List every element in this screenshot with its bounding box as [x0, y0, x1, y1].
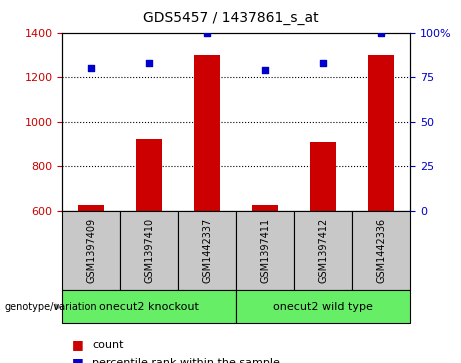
Text: GSM1397411: GSM1397411 [260, 218, 270, 283]
Text: genotype/variation: genotype/variation [5, 302, 97, 312]
Text: GSM1397412: GSM1397412 [318, 218, 328, 283]
Bar [236, 211, 294, 290]
Point [146, 60, 153, 66]
Text: percentile rank within the sample: percentile rank within the sample [92, 358, 280, 363]
Text: GDS5457 / 1437861_s_at: GDS5457 / 1437861_s_at [143, 11, 318, 25]
Bar [294, 211, 352, 290]
Bar [78, 205, 104, 211]
Bar [62, 290, 236, 323]
Text: GSM1397410: GSM1397410 [144, 218, 154, 283]
Text: ■: ■ [71, 356, 83, 363]
Bar [178, 211, 236, 290]
Point [319, 60, 327, 66]
Bar [62, 211, 120, 290]
Text: GSM1442337: GSM1442337 [202, 218, 212, 283]
Bar [136, 139, 162, 211]
Bar [368, 55, 394, 211]
Text: onecut2 knockout: onecut2 knockout [99, 302, 199, 312]
Text: GSM1442336: GSM1442336 [376, 218, 386, 283]
Bar [352, 211, 410, 290]
Bar [252, 204, 278, 211]
Text: ■: ■ [71, 338, 83, 351]
Text: GSM1397409: GSM1397409 [86, 218, 96, 283]
Point [378, 30, 385, 36]
Point [204, 30, 211, 36]
Bar [194, 55, 220, 211]
Text: onecut2 wild type: onecut2 wild type [273, 302, 373, 312]
Bar [120, 211, 178, 290]
Bar [310, 142, 337, 211]
Point [261, 67, 269, 73]
Bar [236, 290, 410, 323]
Polygon shape [55, 304, 61, 309]
Text: count: count [92, 340, 124, 350]
Point [88, 65, 95, 71]
